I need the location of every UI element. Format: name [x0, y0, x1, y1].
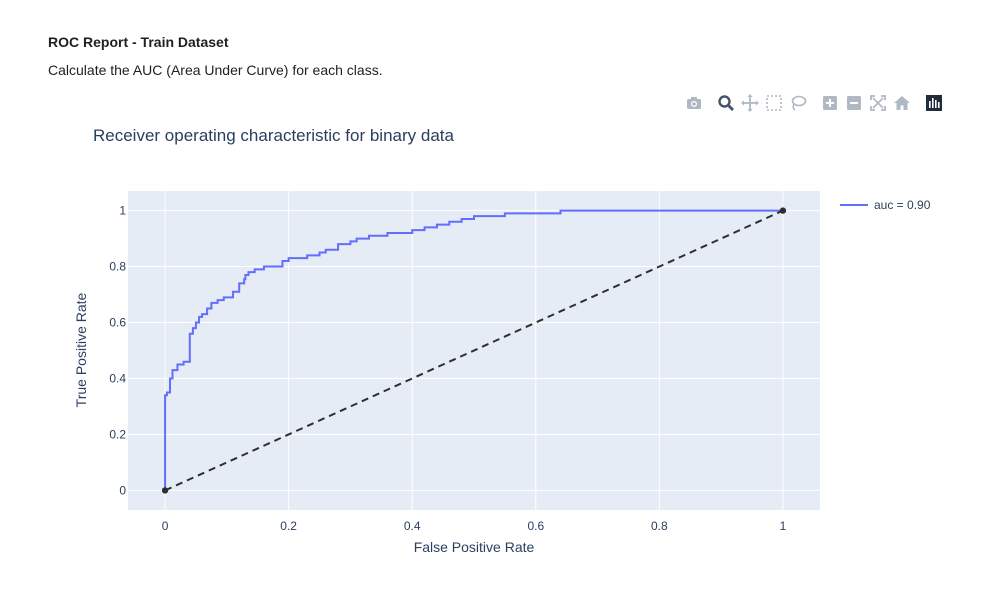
x-tick-label: 0.4	[404, 519, 421, 533]
x-tick-label: 0.6	[527, 519, 544, 533]
plotly-logo-icon[interactable]	[924, 93, 944, 113]
report-description: Calculate the AUC (Area Under Curve) for…	[48, 62, 383, 78]
zoom-in-icon[interactable]	[820, 93, 840, 113]
roc-chart: Receiver operating characteristic for bi…	[73, 126, 931, 555]
roc-curve-line	[164, 209, 783, 491]
y-tick-label: 0	[119, 483, 126, 497]
camera-icon[interactable]	[684, 93, 704, 113]
zoom-out-icon[interactable]	[844, 93, 864, 113]
lasso-icon[interactable]	[788, 93, 808, 113]
legend-label-roc: auc = 0.90	[874, 198, 931, 212]
y-axis-title: True Positive Rate	[73, 292, 89, 407]
x-axis-title: False Positive Rate	[414, 539, 535, 555]
series-layer	[161, 207, 787, 494]
y-tick-label: 0.2	[109, 427, 126, 441]
x-tick-label: 0.8	[651, 519, 668, 533]
legend[interactable]: auc = 0.90	[840, 198, 931, 212]
grid-lines	[128, 191, 820, 510]
y-tick-label: 0.4	[109, 371, 126, 385]
y-tick-label: 0.8	[109, 260, 126, 274]
autoscale-icon[interactable]	[868, 93, 888, 113]
home-icon[interactable]	[892, 93, 912, 113]
x-tick-label: 1	[780, 519, 787, 533]
x-tick-label: 0.2	[280, 519, 297, 533]
pan-icon[interactable]	[740, 93, 760, 113]
zoom-icon[interactable]	[716, 93, 736, 113]
diagonal-endpoint-marker	[161, 487, 169, 494]
y-tick-label: 1	[119, 204, 126, 218]
tick-labels: 0 0.2 0.4 0.6 0.8 1 0 0.2 0.4 0.6 0.8 1	[109, 204, 786, 533]
chart-title: Receiver operating characteristic for bi…	[93, 126, 454, 145]
report-title: ROC Report - Train Dataset	[48, 34, 229, 50]
diagonal-reference-line	[164, 209, 784, 492]
diagonal-endpoint-marker	[779, 207, 787, 214]
x-tick-label: 0	[162, 519, 169, 533]
box-select-icon[interactable]	[764, 93, 784, 113]
y-tick-label: 0.6	[109, 316, 126, 330]
